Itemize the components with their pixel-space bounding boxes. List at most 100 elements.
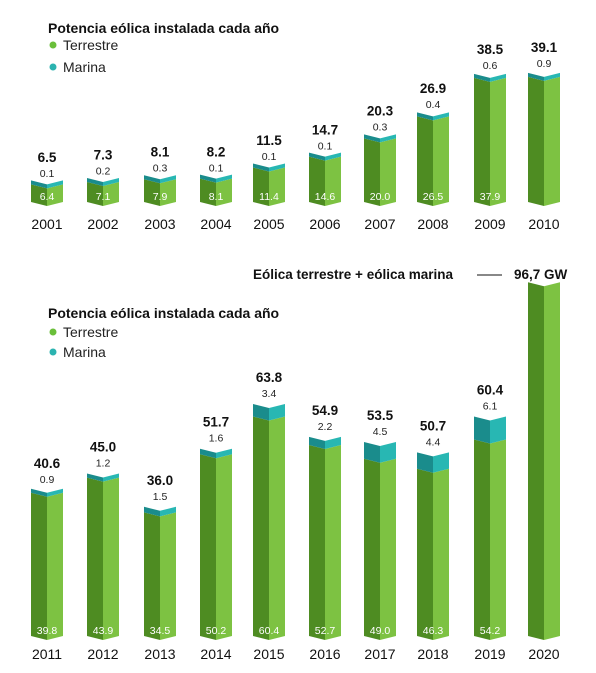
marina-value-label: 0.9 [537, 58, 552, 70]
bar-marina-2017-right-face [380, 442, 396, 463]
chart-title: Potencia eólica instalada cada año [48, 20, 279, 36]
bar-marina-2016-left-face [309, 436, 325, 450]
bar-marina-2004-left-face [200, 174, 216, 183]
bar-marina-2012-right-face [103, 473, 119, 482]
total-label: 20.3 [367, 103, 394, 118]
legend-item-terrestre: Terrestre [49, 37, 118, 53]
bar-marina-2003-right-face [160, 175, 176, 184]
marina-value-label: 0.3 [373, 121, 388, 133]
bar-marina-2012 [87, 473, 119, 482]
total-label: 36.0 [147, 473, 173, 488]
total-label: 8.2 [207, 144, 226, 159]
legend-dot [49, 41, 57, 49]
bar-2009: 38.5 0.6 37.9 2009 [474, 42, 506, 232]
bar-terrestre-2007-left-face [364, 138, 380, 206]
total-label: 8.1 [151, 145, 170, 160]
bar-marina-2007-right-face [380, 134, 396, 143]
bar-terrestre-2008-right-face [433, 116, 449, 206]
bar-marina-2010-left-face [528, 72, 544, 81]
bar-terrestre-2010 [528, 76, 560, 206]
year-label: 2017 [364, 646, 395, 662]
bar-marina-2013 [144, 506, 176, 517]
bar-terrestre-2017-right-face [380, 458, 396, 640]
bar-marina-2010-right-face [544, 72, 560, 81]
bar-terrestre-2013 [144, 512, 176, 640]
bar-terrestre-2004 [200, 178, 232, 206]
bar-terrestre-2002-left-face [87, 182, 103, 206]
legend-label: Terrestre [63, 324, 118, 340]
annotation-text: Eólica terrestre + eólica marina [253, 267, 453, 282]
bar-marina-2001-left-face [31, 180, 47, 189]
year-label: 2014 [200, 646, 231, 662]
total-label: 7.3 [94, 147, 113, 162]
total-label: 38.5 [477, 42, 504, 57]
bar-terrestre-2006 [309, 156, 341, 206]
bar-marina-2006-left-face [309, 152, 325, 161]
bar-2005: 11.5 0.1 11.4 2005 [253, 133, 285, 232]
bar-terrestre-2009-left-face [474, 77, 490, 206]
marina-value-label: 0.4 [426, 99, 441, 111]
year-label: 2018 [417, 646, 448, 662]
bar-terrestre-2016-left-face [309, 445, 325, 640]
bar-marina-2005 [253, 163, 285, 172]
total-label: 50.7 [420, 418, 446, 433]
bar-2016: 54.9 2.2 52.7 2016 [309, 403, 341, 662]
bar-terrestre-2013-right-face [160, 512, 176, 640]
chart-title: Potencia eólica instalada cada año [48, 305, 279, 321]
bar-marina-2018-left-face [417, 452, 433, 473]
year-label: 2009 [474, 216, 505, 232]
marina-value-label: 0.3 [153, 163, 168, 175]
terrestre-value-label: 54.2 [480, 625, 501, 637]
bar-2020: 2020 [528, 282, 560, 662]
bar-2007: 20.3 0.3 20.0 2007 [364, 103, 396, 232]
bar-2013: 36.0 1.5 34.5 2013 [144, 473, 176, 662]
bar-marina-2014 [200, 448, 232, 459]
total-label: 53.5 [367, 408, 394, 423]
bar-2015: 63.8 3.4 60.4 2015 [253, 370, 285, 662]
bar-marina-2013-right-face [160, 506, 176, 517]
bar-2017: 53.5 4.5 49.0 2017 [364, 408, 396, 662]
bar-marina-2011-left-face [31, 488, 47, 497]
bar-terrestre-2011-right-face [47, 492, 63, 640]
marina-value-label: 1.5 [153, 491, 168, 503]
marina-value-label: 1.2 [96, 458, 111, 470]
bar-2004: 8.2 0.1 8.1 2004 [200, 144, 232, 232]
bar-2019: 60.4 6.1 54.2 2019 [474, 383, 506, 662]
marina-value-label: 0.1 [318, 140, 333, 152]
year-label: 2008 [417, 216, 448, 232]
marina-value-label: 0.6 [483, 60, 498, 72]
bar-terrestre-2020-right-face [544, 282, 560, 640]
bar-marina-2018-right-face [433, 452, 449, 473]
year-label: 2016 [309, 646, 340, 662]
bar-terrestre-2008 [417, 116, 449, 206]
bar-marina-2015-right-face [269, 403, 285, 421]
bar-marina-2018 [417, 452, 449, 473]
bar-terrestre-2005-right-face [269, 167, 285, 206]
bar-terrestre-2006-right-face [325, 156, 341, 206]
marina-value-label: 0.2 [96, 165, 111, 177]
marina-value-label: 0.1 [262, 151, 277, 163]
bar-terrestre-2003 [144, 179, 176, 206]
bar-terrestre-2004-right-face [216, 178, 232, 206]
bar-terrestre-2002 [87, 182, 119, 206]
bar-marina-2002 [87, 178, 119, 187]
year-label: 2004 [200, 216, 231, 232]
year-label: 2002 [87, 216, 118, 232]
year-label: 2020 [528, 646, 559, 662]
legend-item-marina: Marina [49, 59, 106, 75]
bar-terrestre-2005-left-face [253, 167, 269, 206]
year-label: 2005 [253, 216, 284, 232]
bar-marina-2001 [31, 180, 63, 189]
legend-label: Marina [63, 344, 106, 360]
bar-marina-2019 [474, 416, 506, 444]
legend-label: Marina [63, 59, 106, 75]
marina-value-label: 6.1 [483, 401, 498, 413]
terrestre-value-label: 7.9 [153, 191, 168, 203]
bar-terrestre-2014-right-face [216, 454, 232, 640]
legend-item-marina: Marina [49, 344, 106, 360]
terrestre-value-label: 20.0 [370, 191, 391, 203]
marina-value-label: 4.4 [426, 436, 441, 448]
bar-terrestre-2016 [309, 445, 341, 640]
bar-terrestre-2019-right-face [490, 439, 506, 640]
